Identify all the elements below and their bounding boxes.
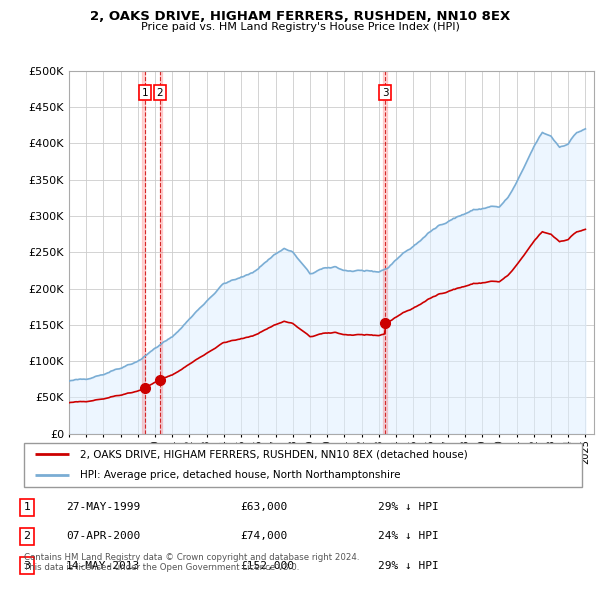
Text: £74,000: £74,000 bbox=[240, 532, 287, 542]
Text: 2: 2 bbox=[157, 87, 163, 97]
Text: 29% ↓ HPI: 29% ↓ HPI bbox=[378, 502, 439, 512]
Text: Price paid vs. HM Land Registry's House Price Index (HPI): Price paid vs. HM Land Registry's House … bbox=[140, 22, 460, 32]
Text: 24% ↓ HPI: 24% ↓ HPI bbox=[378, 532, 439, 542]
Bar bbox=[142, 71, 145, 434]
Bar bbox=[383, 71, 387, 434]
Text: This data is licensed under the Open Government Licence v3.0.: This data is licensed under the Open Gov… bbox=[24, 563, 299, 572]
FancyBboxPatch shape bbox=[24, 442, 582, 487]
Text: 1: 1 bbox=[23, 502, 31, 512]
Text: HPI: Average price, detached house, North Northamptonshire: HPI: Average price, detached house, Nort… bbox=[80, 470, 400, 480]
Text: 29% ↓ HPI: 29% ↓ HPI bbox=[378, 560, 439, 571]
Text: 1: 1 bbox=[142, 87, 148, 97]
Text: 2: 2 bbox=[23, 532, 31, 542]
Bar bbox=[160, 71, 162, 434]
Text: 27-MAY-1999: 27-MAY-1999 bbox=[66, 502, 140, 512]
Text: 3: 3 bbox=[382, 87, 389, 97]
Text: £63,000: £63,000 bbox=[240, 502, 287, 512]
Text: 3: 3 bbox=[23, 560, 31, 571]
Text: 14-MAY-2013: 14-MAY-2013 bbox=[66, 560, 140, 571]
Text: 07-APR-2000: 07-APR-2000 bbox=[66, 532, 140, 542]
Text: £152,000: £152,000 bbox=[240, 560, 294, 571]
Text: 2, OAKS DRIVE, HIGHAM FERRERS, RUSHDEN, NN10 8EX: 2, OAKS DRIVE, HIGHAM FERRERS, RUSHDEN, … bbox=[90, 10, 510, 23]
Text: Contains HM Land Registry data © Crown copyright and database right 2024.: Contains HM Land Registry data © Crown c… bbox=[24, 553, 359, 562]
Text: 2, OAKS DRIVE, HIGHAM FERRERS, RUSHDEN, NN10 8EX (detached house): 2, OAKS DRIVE, HIGHAM FERRERS, RUSHDEN, … bbox=[80, 450, 467, 460]
